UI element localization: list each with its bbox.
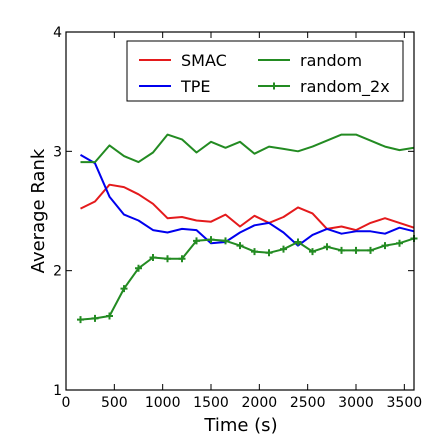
data-point-random-2x [149,254,157,262]
legend-label-random: random [300,51,362,70]
data-point-random-2x [323,243,331,251]
y-tick-label: 3 [53,144,62,160]
plot-marks [77,133,418,324]
y-tick-label: 1 [53,383,62,399]
series-line-tpe [79,154,415,247]
y-tick-label: 2 [53,264,62,280]
x-tick-label: 2000 [242,395,278,411]
data-point-random-2x [106,312,113,320]
data-point-random-2x [265,249,273,257]
axis-ticks: 0 500 1000 1500 2000 2500 3000 3500 1 2 3 4 [53,25,422,411]
data-point-random-2x [294,238,302,246]
y-axis-label: Average Rank [28,148,49,273]
x-tick-label: 500 [101,395,128,411]
series-line-random [80,133,415,164]
data-point-random-2x [309,248,316,256]
legend: SMAC random TPE random_2x [126,40,404,102]
x-tick-label: 1500 [193,395,229,411]
y-tick-label: 4 [53,25,62,41]
data-point-random-2x [207,236,215,244]
data-point-random-2x [135,264,142,272]
x-tick-label: 3000 [338,395,374,411]
data-point-random-2x [77,316,84,324]
data-point-random-2x [193,237,200,245]
data-point-random-2x [352,246,360,254]
legend-label-smac: SMAC [181,51,227,70]
legend-box [126,40,404,102]
data-point-random-2x [396,239,403,247]
data-point-random-2x [338,246,345,254]
legend-label-random-2x: random_2x [300,77,390,97]
data-point-random-2x [178,255,186,263]
data-point-random-2x [251,248,258,256]
series-line-smac [80,183,415,232]
data-point-random-2x [120,285,128,293]
series-line-random-2x [80,237,415,321]
x-tick-label: 2500 [290,395,326,411]
data-point-random-2x [280,245,287,253]
x-axis-label: Time (s) [203,415,277,436]
data-point-random-2x [91,314,99,322]
legend-label-tpe: TPE [180,77,211,96]
data-point-random-2x [222,237,229,245]
data-point-random-2x [381,242,389,250]
legend-marker-random-2x [270,82,278,90]
plot-frame [65,31,415,391]
data-point-random-2x [236,242,244,250]
x-tick-label: 3500 [387,395,423,411]
data-point-random-2x [367,246,374,254]
x-tick-label: 0 [62,395,71,411]
data-point-random-2x [164,255,171,263]
x-tick-label: 1000 [145,395,181,411]
